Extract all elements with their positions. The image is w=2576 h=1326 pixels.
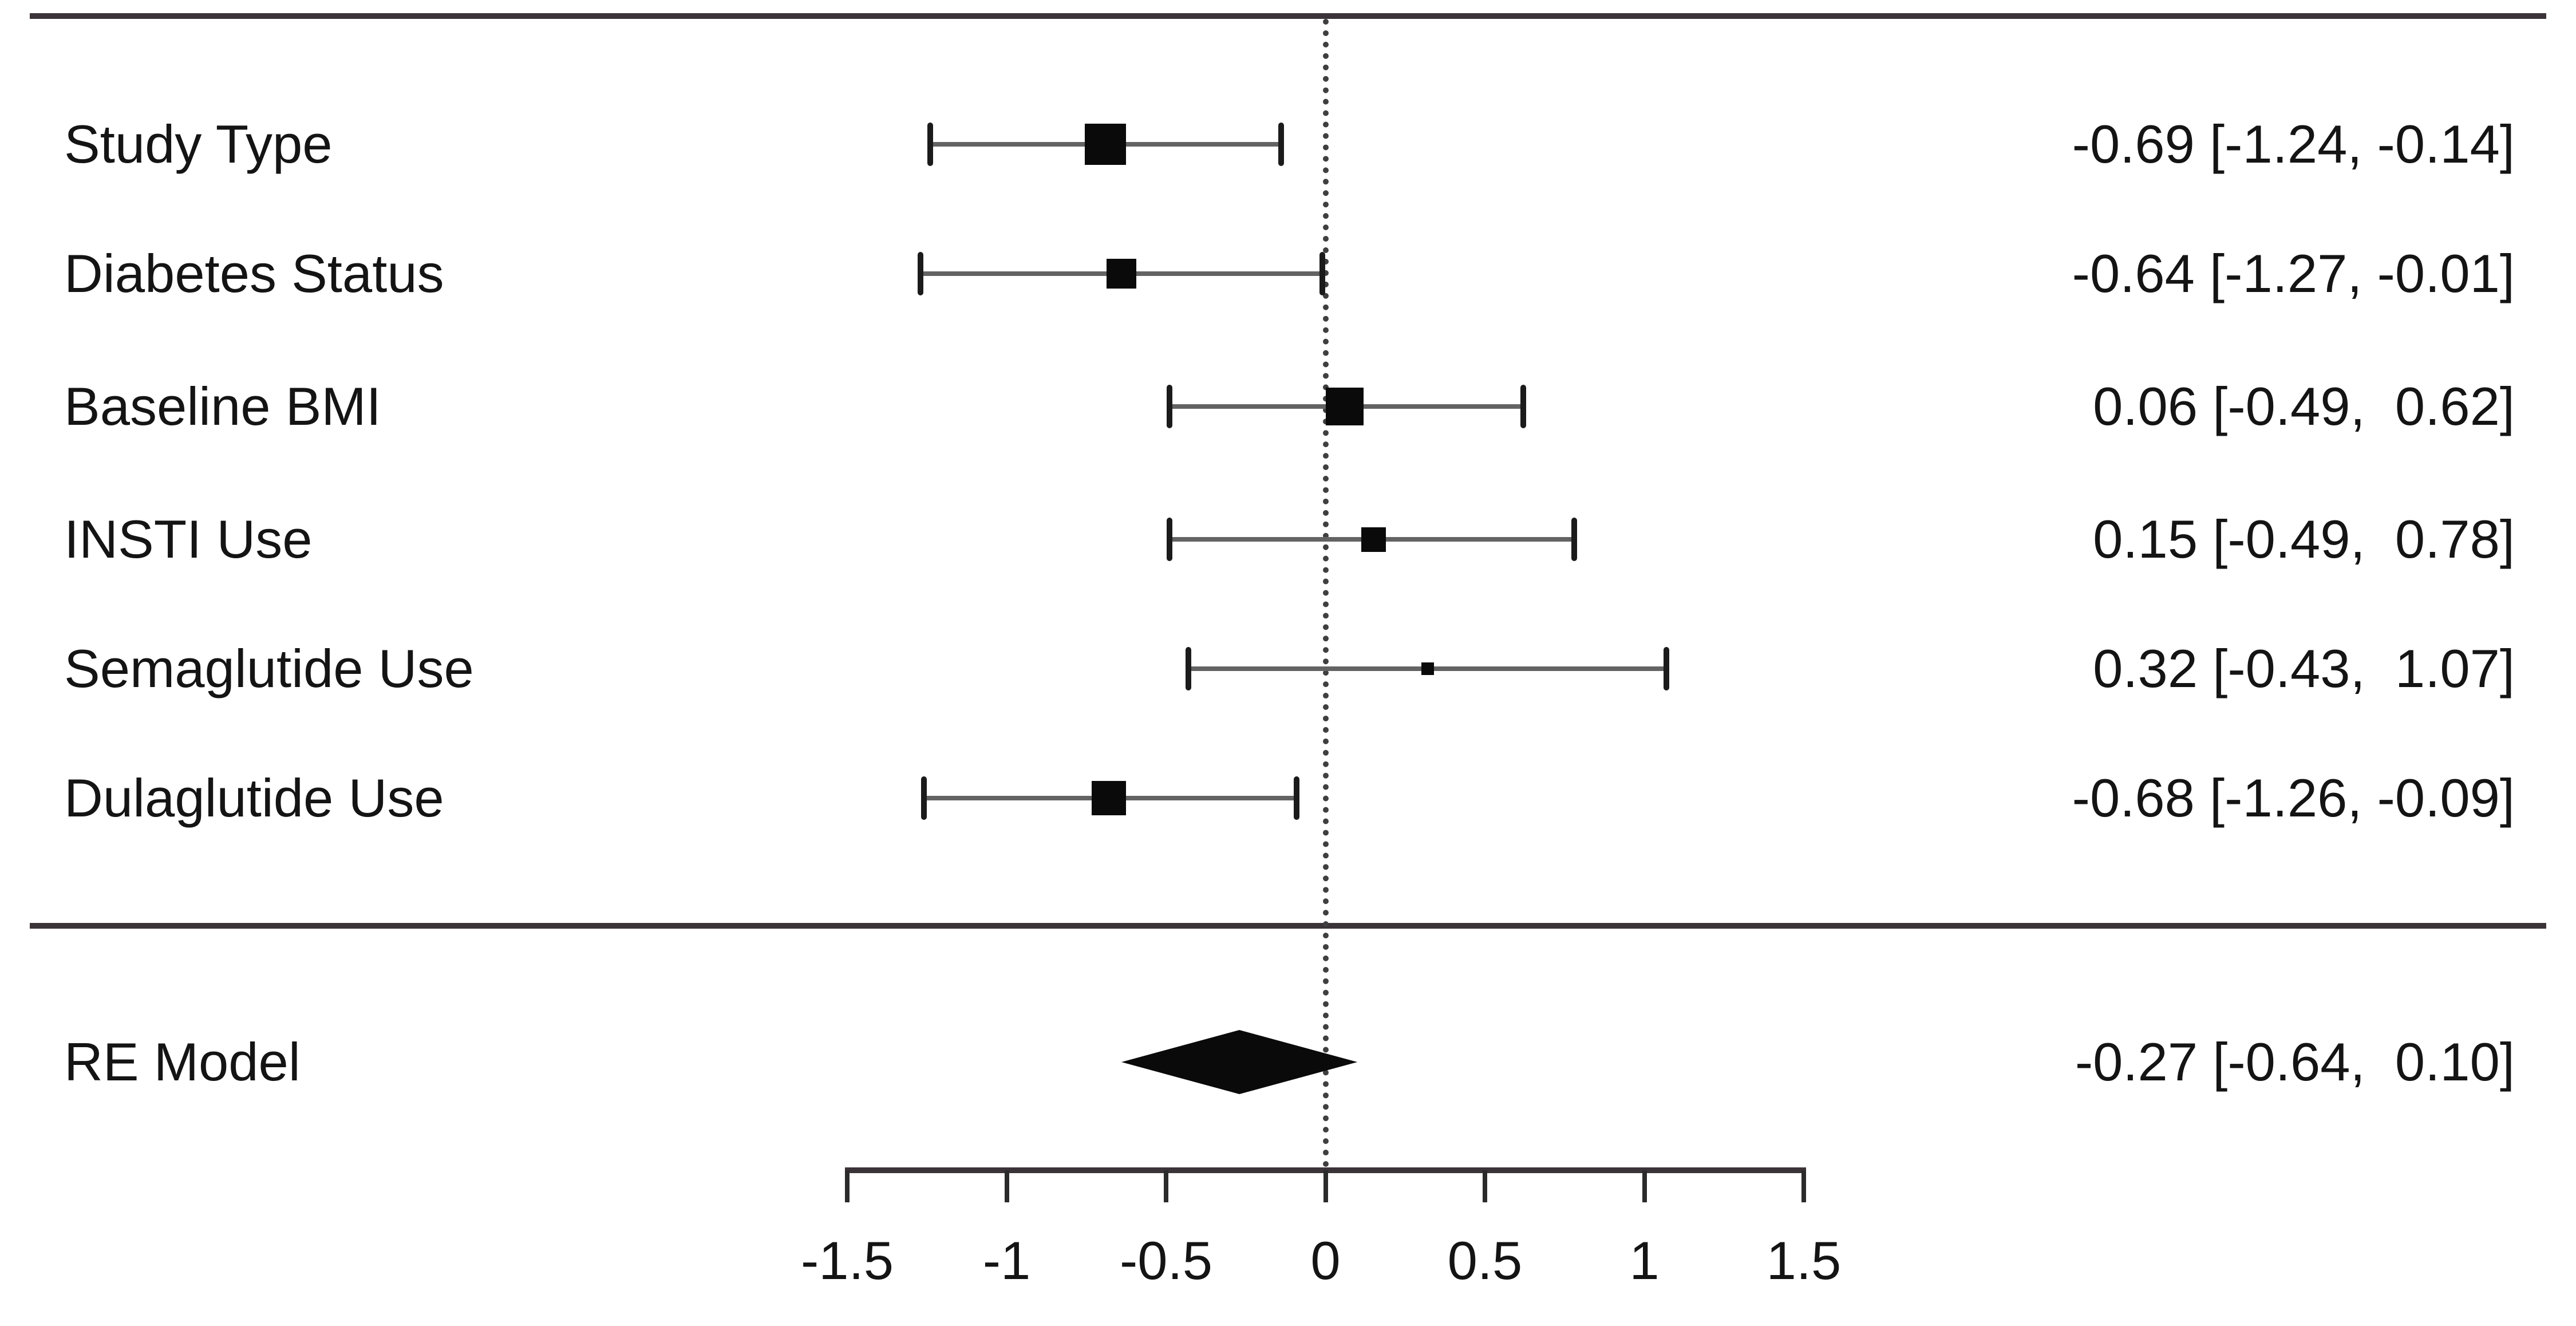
estimate-marker bbox=[1325, 388, 1364, 425]
ci-cap-left bbox=[920, 776, 927, 820]
ci-cap-right bbox=[1520, 385, 1526, 428]
estimate-annotation: 0.32 [-0.43, 1.07] bbox=[2093, 638, 2515, 698]
x-axis-tick-label: -1 bbox=[982, 1230, 1031, 1291]
ci-cap-left bbox=[1166, 385, 1172, 428]
estimate-marker bbox=[1085, 124, 1127, 165]
ci-cap-right bbox=[1664, 647, 1670, 690]
x-axis-tick bbox=[1801, 1170, 1806, 1202]
x-axis-tick-label: 1.5 bbox=[1766, 1230, 1842, 1291]
section-divider-rule bbox=[30, 923, 2546, 929]
study-label: Diabetes Status bbox=[64, 243, 444, 303]
ci-cap-right bbox=[1319, 252, 1325, 295]
x-axis-tick bbox=[845, 1170, 850, 1202]
ci-cap-left bbox=[918, 252, 924, 295]
x-axis-tick bbox=[1004, 1170, 1009, 1202]
study-label: Semaglutide Use bbox=[64, 638, 474, 698]
study-label: Dulaglutide Use bbox=[64, 768, 444, 828]
summary-diamond bbox=[1121, 1030, 1358, 1094]
estimate-annotation: -0.69 [-1.24, -0.14] bbox=[2072, 114, 2515, 174]
study-label: Study Type bbox=[64, 114, 333, 174]
x-axis-tick-label: 0.5 bbox=[1447, 1230, 1523, 1291]
estimate-marker bbox=[1107, 259, 1137, 289]
x-axis-tick-label: 1 bbox=[1629, 1230, 1660, 1291]
ci-cap-right bbox=[1294, 776, 1300, 820]
estimate-annotation: -0.64 [-1.27, -0.01] bbox=[2072, 243, 2515, 303]
x-axis-tick bbox=[1483, 1170, 1487, 1202]
summary-label: RE Model bbox=[64, 1032, 301, 1092]
x-axis-tick-label: 0 bbox=[1310, 1230, 1341, 1291]
x-axis-tick bbox=[1164, 1170, 1168, 1202]
estimate-annotation: 0.06 [-0.49, 0.62] bbox=[2093, 376, 2515, 436]
ci-cap-left bbox=[1185, 647, 1191, 690]
ci-cap-right bbox=[1571, 518, 1577, 561]
x-axis-tick-label: -1.5 bbox=[801, 1230, 894, 1291]
x-axis-tick bbox=[1323, 1170, 1328, 1202]
zero-reference-dotted-line bbox=[1322, 19, 1329, 1167]
ci-cap-left bbox=[927, 123, 933, 166]
study-label: Baseline BMI bbox=[64, 376, 381, 436]
estimate-annotation: -0.68 [-1.26, -0.09] bbox=[2072, 768, 2515, 828]
ci-cap-left bbox=[1166, 518, 1172, 561]
estimate-marker bbox=[1091, 781, 1126, 815]
ci-cap-right bbox=[1278, 123, 1284, 166]
study-label: INSTI Use bbox=[64, 509, 313, 569]
estimate-marker bbox=[1421, 662, 1434, 675]
estimate-annotation: 0.15 [-0.49, 0.78] bbox=[2093, 509, 2515, 569]
top-rule bbox=[30, 13, 2546, 19]
x-axis-tick-label: -0.5 bbox=[1120, 1230, 1212, 1291]
summary-annotation: -0.27 [-0.64, 0.10] bbox=[2075, 1032, 2515, 1092]
x-axis-tick bbox=[1642, 1170, 1647, 1202]
estimate-marker bbox=[1361, 527, 1386, 552]
